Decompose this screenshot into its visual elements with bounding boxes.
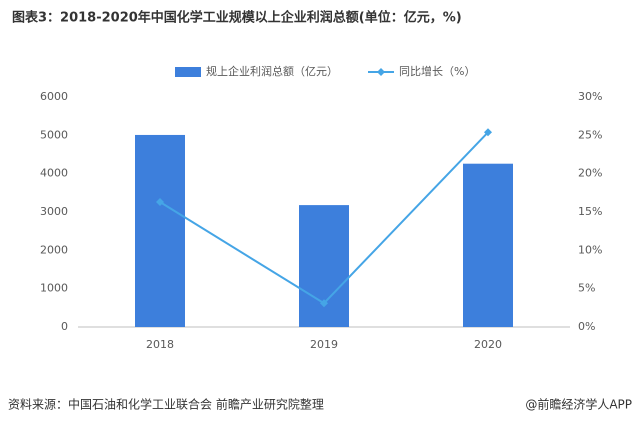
y2-tick-label: 0% [578, 320, 595, 333]
y-tick-label: 5000 [40, 128, 68, 141]
y2-tick-label: 25% [578, 128, 602, 141]
y-tick-label: 2000 [40, 243, 68, 256]
line-marker [156, 198, 164, 207]
bar [135, 134, 185, 327]
y-tick-label: 4000 [40, 167, 68, 180]
brand: @前瞻经济学人APP [525, 397, 632, 412]
y2-tick-label: 15% [578, 205, 602, 218]
legend-swatch [175, 67, 201, 77]
y-tick-label: 1000 [40, 282, 68, 295]
bar [463, 163, 513, 327]
y-tick-label: 6000 [40, 90, 68, 103]
y2-tick-label: 20% [578, 167, 602, 180]
legend-label: 规上企业利润总额（亿元） [206, 64, 338, 78]
line-marker [320, 299, 328, 308]
legend-label: 同比增长（%） [399, 64, 475, 78]
y2-tick-label: 10% [578, 243, 602, 256]
bar [299, 205, 349, 327]
y2-tick-label: 30% [578, 90, 602, 103]
line-marker [484, 128, 492, 137]
chart-title: 图表3：2018-2020年中国化学工业规模以上企业利润总额(单位：亿元，%) [12, 10, 462, 26]
source-note: 资料来源：中国石油和化学工业联合会 前瞻产业研究院整理 [8, 397, 324, 412]
x-tick-label: 2018 [146, 338, 174, 351]
y2-tick-label: 5% [578, 282, 595, 295]
x-tick-label: 2019 [310, 338, 338, 351]
legend-swatch [377, 68, 385, 76]
y-tick-label: 3000 [40, 205, 68, 218]
x-tick-label: 2020 [474, 338, 502, 351]
y-tick-label: 0 [61, 320, 68, 333]
